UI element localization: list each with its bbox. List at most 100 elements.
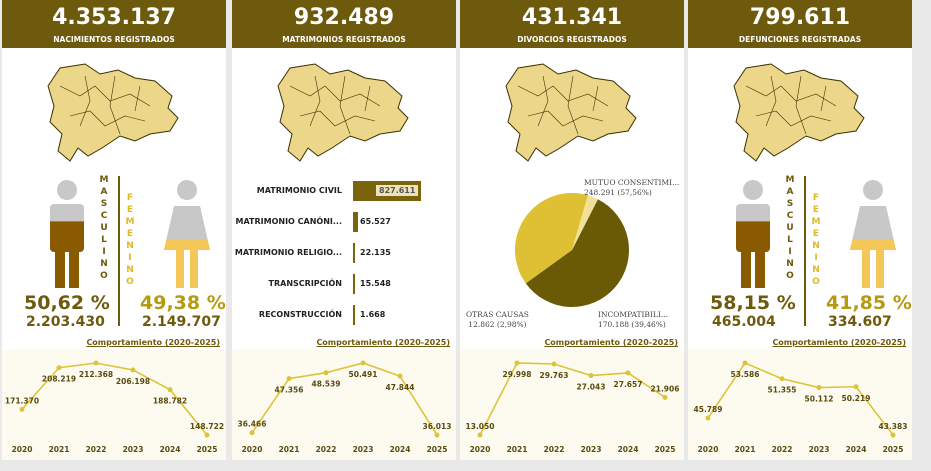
bar-value: 15.548 <box>360 279 391 288</box>
data-point[interactable] <box>625 370 631 376</box>
bar-row[interactable]: MATRIMONIO CANÓNI... 65.527 <box>232 212 456 232</box>
bar[interactable] <box>353 243 355 263</box>
series-line <box>21 362 208 436</box>
data-point[interactable] <box>477 432 483 438</box>
pie-label: MUTUO CONSENTIMI... 248.291 (57,56%) <box>584 178 680 197</box>
data-point[interactable] <box>742 360 748 366</box>
data-point[interactable] <box>56 365 62 371</box>
female-percent: 41,85 % <box>826 292 912 314</box>
line-chart: 171.370 2020 208.219 2021 212.368 2022 206.198… <box>5 360 224 454</box>
bar-label: RECONSTRUCCIÓN <box>258 310 342 319</box>
data-point[interactable] <box>360 360 366 366</box>
data-point[interactable] <box>19 406 25 412</box>
data-label: 43.383 <box>879 422 908 431</box>
bar[interactable] <box>353 305 355 325</box>
pie-slice[interactable] <box>515 193 588 284</box>
pie-slice[interactable] <box>572 195 598 250</box>
x-tick-label: 2025 <box>197 445 218 454</box>
panel-header: 932.489 MATRIMONIOS REGISTRADOS <box>232 0 456 48</box>
data-label: 50.219 <box>842 394 871 403</box>
data-label: 188.782 <box>153 397 187 406</box>
dominican-republic-map <box>47 63 179 162</box>
data-point[interactable] <box>434 432 440 438</box>
data-point[interactable] <box>588 373 594 379</box>
x-tick-label: 2021 <box>279 445 300 454</box>
x-tick-label: 2022 <box>86 445 107 454</box>
x-tick-label: 2020 <box>12 445 33 454</box>
bar-row[interactable]: TRANSCRIPCIÓN 15.548 <box>232 274 456 294</box>
data-label: 21.906 <box>651 384 680 393</box>
chart-title: Comportamiento (2020-2025) <box>86 338 220 347</box>
data-point[interactable] <box>130 367 136 373</box>
x-tick-label: 2020 <box>470 445 491 454</box>
chart-title: Comportamiento (2020-2025) <box>544 338 678 347</box>
data-point[interactable] <box>662 394 668 400</box>
data-point[interactable] <box>249 430 255 436</box>
x-tick-label: 2022 <box>544 445 565 454</box>
x-tick-label: 2021 <box>735 445 756 454</box>
panel-divorcios-registrados: 431.341 DIVORCIOS REGISTRADOS MUTUO CONSEN… <box>460 0 684 460</box>
data-point[interactable] <box>93 360 99 366</box>
male-count: 465.004 <box>712 314 776 330</box>
bar-row[interactable]: MATRIMONIO CIVIL 827.611 <box>232 181 456 201</box>
data-label: 13.050 <box>466 422 495 431</box>
data-point[interactable] <box>204 432 210 438</box>
data-label: 148.722 <box>190 422 224 431</box>
pie-slice[interactable] <box>525 199 629 308</box>
data-label: 47.356 <box>275 386 304 395</box>
line-chart: 45.789 2020 53.586 2021 51.355 2022 50.112 2023… <box>694 360 908 454</box>
x-tick-label: 2020 <box>698 445 719 454</box>
panel-header: 431.341 DIVORCIOS REGISTRADOS <box>460 0 684 48</box>
data-point[interactable] <box>890 432 896 438</box>
bar-label: TRANSCRIPCIÓN <box>268 279 342 288</box>
bar[interactable] <box>353 274 355 294</box>
data-point[interactable] <box>705 415 711 421</box>
bar-row[interactable]: MATRIMONIO RELIGIO... 22.135 <box>232 243 456 263</box>
data-label: 50.112 <box>805 395 834 404</box>
series-line <box>707 362 894 436</box>
bar-row[interactable]: RECONSTRUCCIÓN 1.668 <box>232 305 456 325</box>
dominican-republic-map <box>733 63 865 162</box>
data-point[interactable] <box>286 376 292 382</box>
data-label: 48.539 <box>312 380 341 389</box>
data-point[interactable] <box>853 384 859 390</box>
bar-value: 65.527 <box>360 217 391 226</box>
data-label: 53.586 <box>731 370 760 379</box>
divider <box>118 176 120 326</box>
data-label: 212.368 <box>79 370 113 379</box>
total-label: DEFUNCIONES REGISTRADAS <box>738 35 862 44</box>
bar[interactable] <box>353 212 359 232</box>
trend-chart: 171.370 2020 208.219 2021 212.368 2022 206.198… <box>2 350 226 460</box>
data-point[interactable] <box>551 361 557 367</box>
data-point[interactable] <box>397 373 403 379</box>
data-label: 206.198 <box>116 377 150 386</box>
bar-label: MATRIMONIO CIVIL <box>256 186 342 195</box>
male-percent: 58,15 % <box>710 292 796 314</box>
x-tick-label: 2023 <box>581 445 602 454</box>
data-point[interactable] <box>323 370 329 376</box>
x-tick-label: 2023 <box>123 445 144 454</box>
data-label: 36.466 <box>238 420 267 429</box>
x-tick-label: 2022 <box>772 445 793 454</box>
female-count: 2.149.707 <box>142 314 221 330</box>
data-point[interactable] <box>514 360 520 366</box>
male-figure-icon <box>736 180 770 288</box>
panel-defunciones-registradas: 799.611 DEFUNCIONES REGISTRADAS M A S C U L I N O F… <box>688 0 912 460</box>
bar-label: MATRIMONIO CANÓNI... <box>235 217 343 226</box>
x-tick-label: 2025 <box>427 445 448 454</box>
divider <box>804 176 806 326</box>
data-point[interactable] <box>167 387 173 393</box>
x-tick-label: 2024 <box>846 445 867 454</box>
data-point[interactable] <box>816 385 822 391</box>
male-percent: 50,62 % <box>24 292 110 314</box>
x-tick-label: 2023 <box>809 445 830 454</box>
bar-value: 1.668 <box>360 310 386 319</box>
male-count: 2.203.430 <box>26 314 105 330</box>
pie-label: OTRAS CAUSAS 12.862 (2,98%) <box>466 310 529 329</box>
total-value: 799.611 <box>749 5 851 30</box>
data-point[interactable] <box>779 376 785 382</box>
female-count: 334.607 <box>828 314 892 330</box>
x-tick-label: 2021 <box>507 445 528 454</box>
